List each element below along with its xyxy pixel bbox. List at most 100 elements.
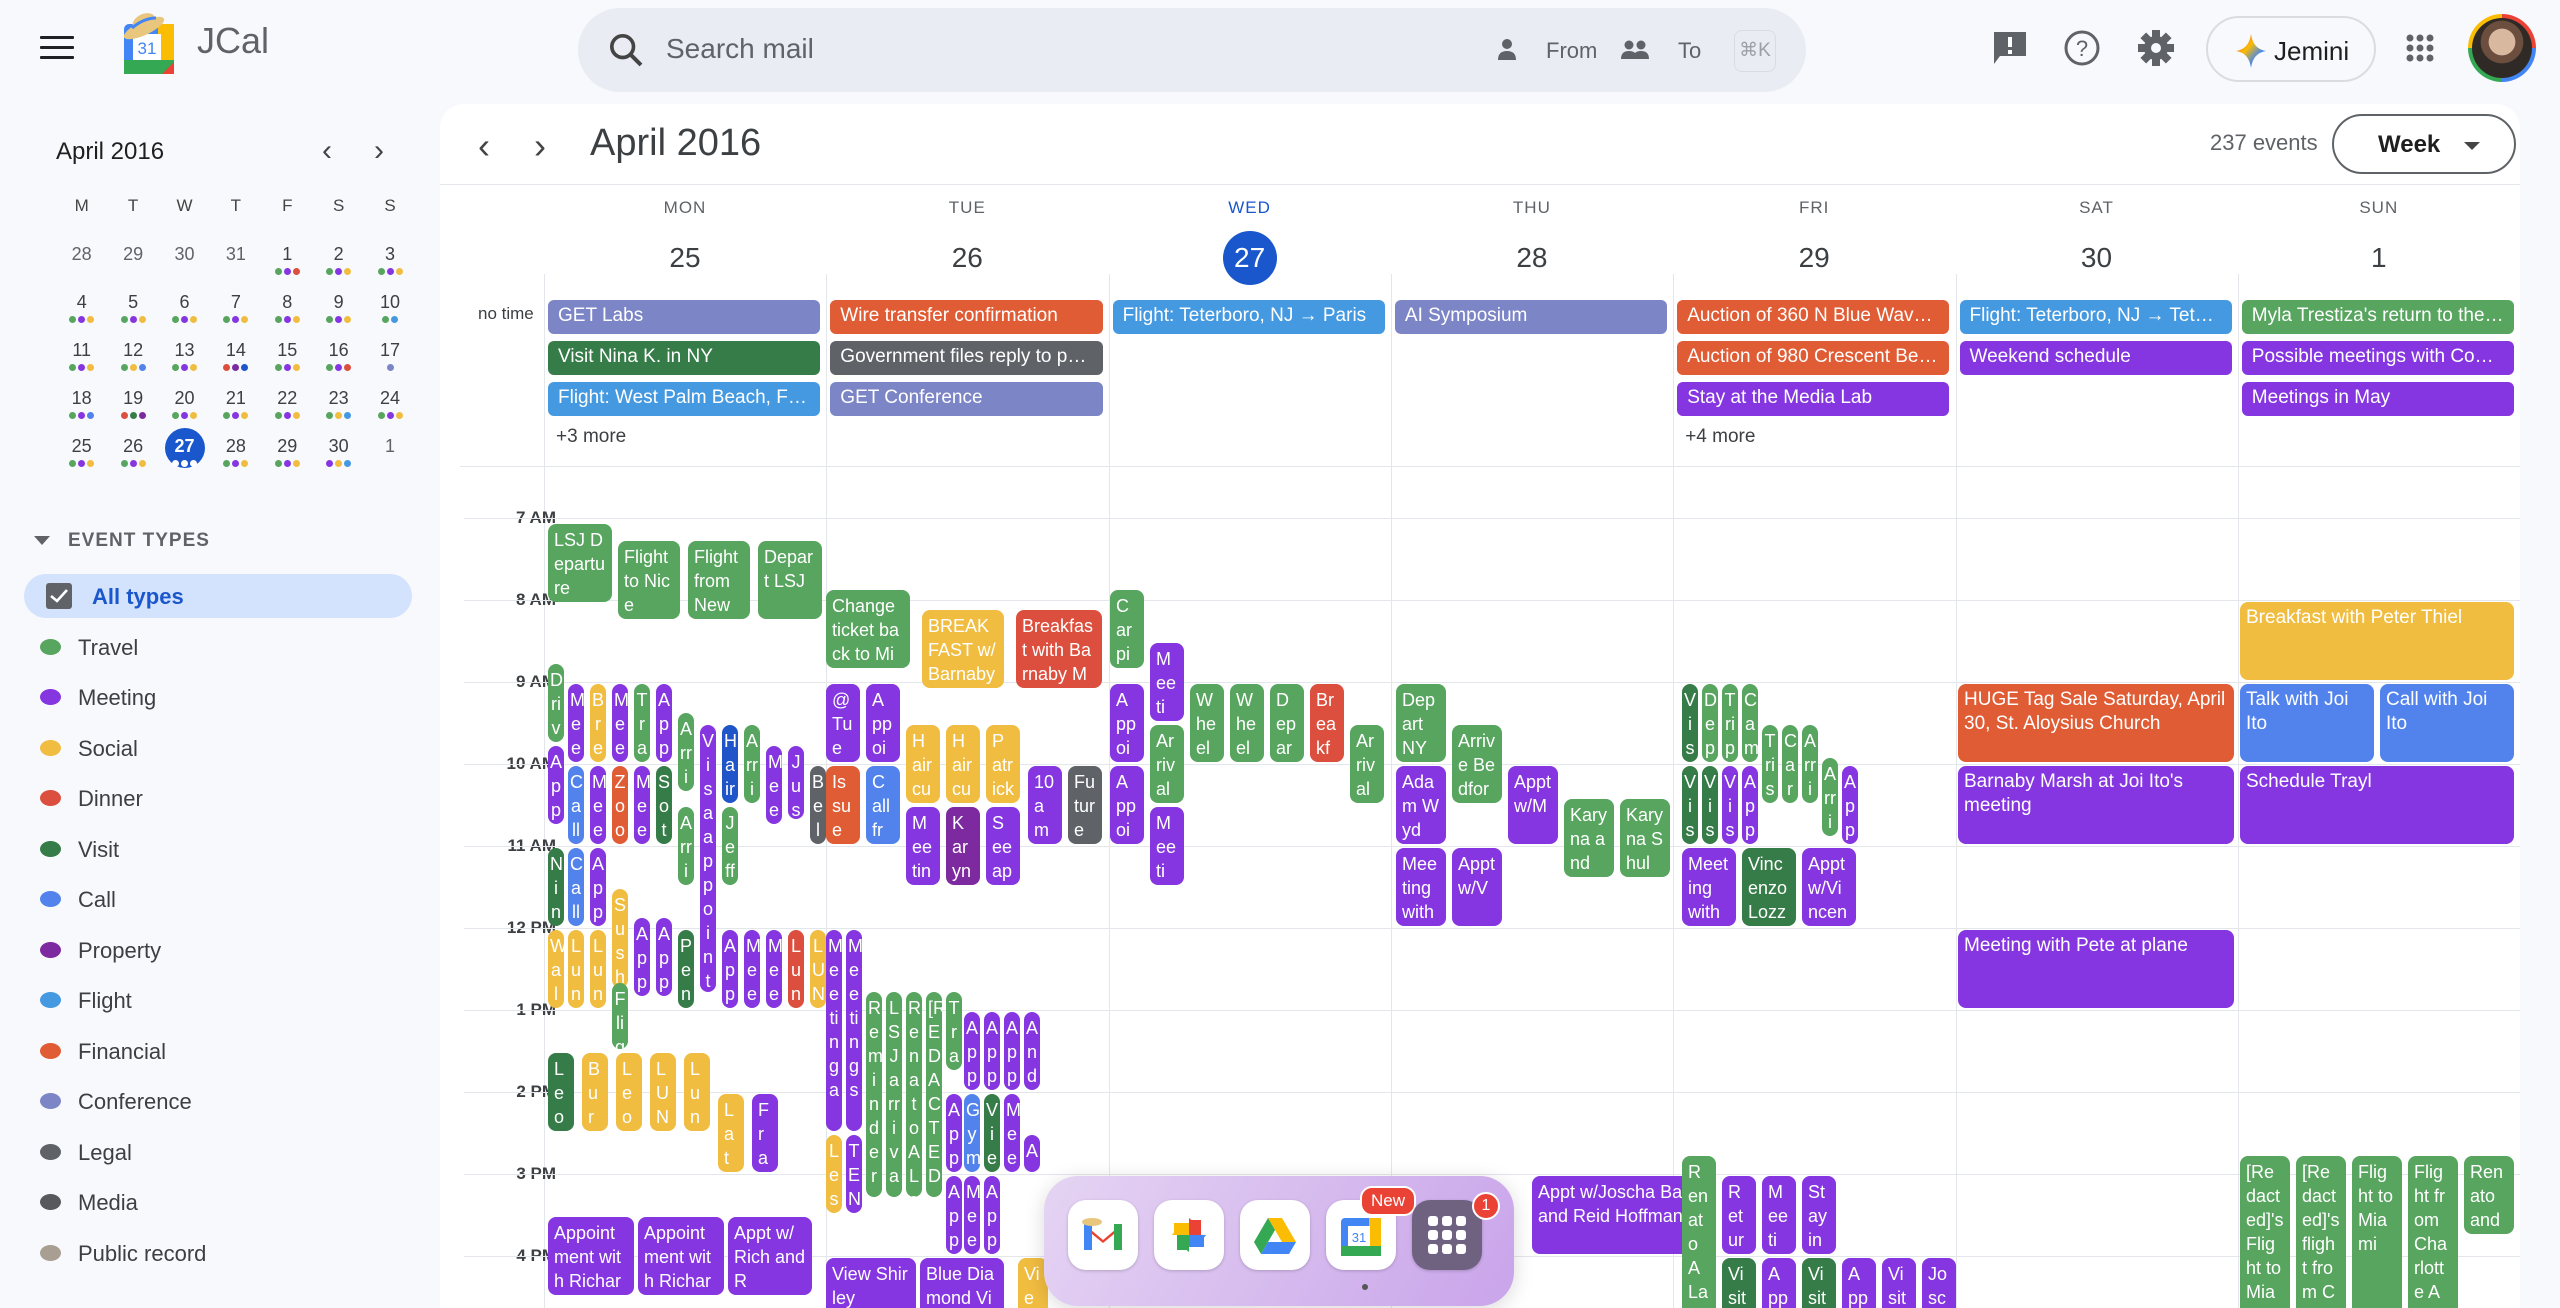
all-day-event[interactable]: Government files reply to petition	[830, 341, 1103, 375]
calendar-event[interactable]: Depar	[1270, 684, 1304, 762]
all-day-event[interactable]: Stay at the Media Lab	[1677, 382, 1950, 416]
calendar-event[interactable]: Arri	[1822, 757, 1838, 836]
all-day-event[interactable]: Auction of 360 N Blue Wave Drive	[1677, 300, 1950, 334]
calendar-event[interactable]: Mee	[964, 1176, 980, 1254]
dock-gmail[interactable]	[1068, 1200, 1138, 1270]
calendar-event[interactable]: App	[964, 1012, 980, 1090]
calendar-event[interactable]: Call fr	[866, 766, 900, 844]
calendar-event[interactable]: [REDACTED	[926, 991, 942, 1197]
calendar-event[interactable]: @Tue	[826, 684, 860, 762]
mini-calendar-day[interactable]: 6	[159, 284, 210, 332]
calendar-event[interactable]: Meet	[568, 684, 584, 762]
calendar-event[interactable]: Carpi	[1110, 589, 1144, 668]
calendar-event[interactable]: Meeti	[1150, 643, 1184, 721]
calendar-event[interactable]: Seeap	[986, 807, 1020, 885]
calendar-event[interactable]: Renato and S	[2464, 1155, 2514, 1234]
calendar-event[interactable]: Arrive Bedford	[1452, 725, 1502, 803]
calendar-event[interactable]: Meeti	[1762, 1176, 1796, 1254]
calendar-event[interactable]: HUGE Tag Sale Saturday, April 30, St. Al…	[1958, 684, 2234, 762]
event-types-toggle[interactable]: EVENT TYPES	[34, 530, 210, 552]
mini-calendar-day[interactable]: 25	[56, 428, 107, 476]
calendar-event[interactable]: And	[1024, 1012, 1040, 1090]
calendar-event[interactable]: Vis	[1702, 766, 1718, 844]
day-header-fri[interactable]: FRI 29	[1673, 198, 1955, 282]
calendar-event[interactable]: Haircut	[946, 725, 980, 803]
calendar-event[interactable]: Karyna and	[1564, 798, 1614, 877]
search-bar[interactable]: Search mail From To ⌘K	[578, 8, 1806, 92]
calendar-event[interactable]: App	[946, 1176, 962, 1254]
mini-calendar-day[interactable]: 1	[364, 428, 415, 476]
event-type-media[interactable]: Media	[24, 1180, 412, 1224]
apps-grid-icon[interactable]	[2398, 26, 2442, 70]
event-type-financial[interactable]: Financial	[24, 1029, 412, 1073]
mini-calendar-day[interactable]: 22	[262, 380, 313, 428]
calendar-event[interactable]: App	[722, 930, 738, 1008]
calendar-event[interactable]: Depart LSJ	[758, 540, 822, 619]
calendar-event[interactable]: Meet	[590, 766, 606, 844]
event-type-call[interactable]: Call	[24, 877, 412, 921]
calendar-event[interactable]: Appt	[634, 917, 650, 996]
calendar-event[interactable]: Travel	[634, 684, 650, 762]
calendar-event[interactable]: Appt w/V	[1452, 848, 1502, 926]
calendar-event[interactable]: [Redacted]'s Flight to Miami	[2240, 1155, 2290, 1308]
calendar-event[interactable]: Meeting with Vincenzo	[1682, 848, 1736, 926]
event-type-social[interactable]: Social	[24, 726, 412, 770]
more-events-link[interactable]: +4 more	[1685, 426, 1756, 447]
calendar-event[interactable]: Bel	[810, 766, 826, 844]
calendar-event[interactable]: Appoint	[866, 684, 900, 762]
all-day-event[interactable]: AI Symposium	[1394, 300, 1668, 334]
calendar-event[interactable]: Just	[788, 745, 804, 820]
mini-calendar-day[interactable]: 23	[313, 380, 364, 428]
calendar-event[interactable]: Arri	[1802, 725, 1818, 803]
mini-calendar-day[interactable]: 3	[364, 236, 415, 284]
calendar-event[interactable]: TEN	[846, 1135, 862, 1213]
calendar-event[interactable]: Dep	[1702, 684, 1718, 762]
more-events-link[interactable]: +3 more	[556, 426, 627, 447]
calendar-event[interactable]: App	[984, 1176, 1000, 1254]
calendar-event[interactable]: Meeting with Pete at plane	[1958, 930, 2234, 1008]
calendar-event[interactable]: Meetinga	[826, 930, 842, 1131]
calendar-event[interactable]: Arrival	[678, 807, 694, 885]
day-header-mon[interactable]: MON 25	[544, 198, 826, 282]
all-day-event[interactable]: Wire transfer confirmation	[830, 300, 1103, 334]
mini-calendar-today[interactable]: 27	[159, 428, 210, 476]
day-header-thu[interactable]: THU 28	[1391, 198, 1673, 282]
calendar-event[interactable]: Adam Wyd	[1396, 766, 1446, 844]
calendar-event[interactable]: Appt	[656, 684, 672, 762]
calendar-event[interactable]: Zoom	[612, 766, 628, 844]
calendar-event[interactable]: Flight from New York	[688, 540, 750, 619]
calendar-event[interactable]: Meetings	[846, 930, 862, 1131]
calendar-event[interactable]: Burge	[582, 1053, 608, 1131]
calendar-event[interactable]: Call	[568, 848, 584, 926]
event-type-public-record[interactable]: Public record	[24, 1231, 412, 1275]
calendar-event[interactable]: Lunch	[684, 1053, 710, 1131]
calendar-event[interactable]: Flight to Nice	[618, 540, 680, 619]
mini-calendar-day[interactable]: 2	[313, 236, 364, 284]
gear-icon[interactable]	[2134, 26, 2178, 70]
calendar-event[interactable]: Appoi	[1110, 766, 1144, 844]
calendar-event[interactable]: Jeff	[722, 807, 738, 885]
mini-calendar-day[interactable]: 16	[313, 332, 364, 380]
calendar-event[interactable]: Nina	[548, 848, 564, 926]
all-day-event[interactable]: Meetings in May	[2241, 382, 2515, 416]
calendar-event[interactable]: Appt w/M	[1508, 766, 1558, 844]
calendar-event[interactable]: Visit M	[1882, 1258, 1916, 1308]
day-header-sat[interactable]: SAT 30	[1956, 198, 2238, 282]
calendar-event[interactable]: Breakfast with Peter Thiel	[2240, 602, 2514, 680]
calendar-event[interactable]: Les	[826, 1135, 842, 1213]
all-day-event[interactable]: Auction of 980 Crescent Beach	[1677, 341, 1950, 375]
calendar-event[interactable]: Mee	[1004, 1094, 1020, 1172]
calendar-event[interactable]: Trip	[1722, 684, 1738, 762]
calendar-event[interactable]: LSJarriva	[886, 991, 902, 1197]
calendar-event[interactable]: Appt w/Rich and R	[728, 1217, 812, 1295]
calendar-event[interactable]: Visit M	[1802, 1258, 1836, 1308]
calendar-event[interactable]: Car	[1782, 725, 1798, 803]
all-day-event[interactable]: Flight: Teterboro, NJ → Teterboro	[1959, 300, 2232, 334]
mini-calendar-prev-button[interactable]: ‹	[322, 134, 332, 167]
calendar-event[interactable]: Call	[568, 766, 584, 844]
calendar-event[interactable]: View Shirley	[826, 1258, 916, 1308]
calendar-event[interactable]: Stay in	[1802, 1176, 1836, 1254]
calendar-event[interactable]: Visa appointment	[700, 725, 716, 992]
event-type-property[interactable]: Property	[24, 928, 412, 972]
calendar-event[interactable]: Wheel	[1190, 684, 1224, 762]
